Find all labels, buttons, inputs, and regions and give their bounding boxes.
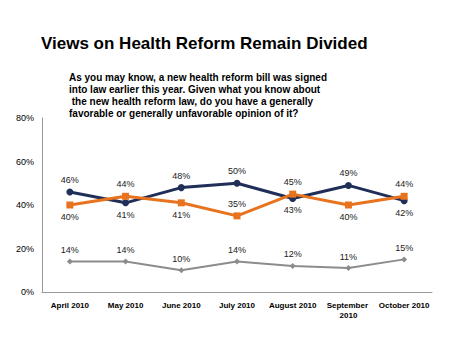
svg-text:0%: 0% [21,287,34,297]
svg-text:As you may know, a new health: As you may know, a new health reform bil… [69,72,330,83]
svg-text:41%: 41% [117,210,135,220]
svg-text:42%: 42% [395,208,413,218]
svg-text:15%: 15% [395,243,413,253]
svg-text:40%: 40% [61,212,79,222]
svg-text:45%: 45% [284,177,302,187]
svg-text:44%: 44% [117,179,135,189]
svg-text:35%: 35% [228,199,246,209]
svg-text:40%: 40% [16,200,34,210]
svg-text:43%: 43% [284,205,302,215]
svg-text:April 2010: April 2010 [51,301,90,310]
svg-text:11%: 11% [340,252,357,262]
svg-text:July 2010: July 2010 [219,301,256,310]
svg-text:August 2010: August 2010 [269,301,317,310]
svg-text:20%: 20% [16,244,34,254]
svg-text:44%: 44% [395,179,413,189]
svg-text:40%: 40% [339,212,357,222]
svg-text:41%: 41% [172,210,190,220]
svg-text:Views on Health Reform Remain: Views on Health Reform Remain Divided [41,34,368,53]
svg-text:12%: 12% [284,249,302,259]
svg-text:46%: 46% [61,175,79,185]
svg-text:May 2010: May 2010 [108,301,144,310]
svg-text:favorable or generally unfavor: favorable or generally unfavorable opini… [69,108,298,119]
svg-text:June 2010: June 2010 [162,301,201,310]
svg-text:October 2010: October 2010 [379,301,430,310]
svg-text:50%: 50% [228,166,246,176]
svg-text:September: September [327,301,371,310]
svg-text:14%: 14% [228,245,246,255]
svg-text:into law earlier this year. Gi: into law earlier this year. Given what y… [69,84,321,95]
svg-text:49%: 49% [339,168,357,178]
svg-text:60%: 60% [16,157,34,167]
svg-text:80%: 80% [16,113,34,123]
svg-text:10%: 10% [172,254,190,264]
svg-text:the new health reform law, do: the new health reform law, do you have a… [69,96,316,107]
svg-text:14%: 14% [61,245,79,255]
svg-text:2010: 2010 [340,311,358,320]
svg-text:14%: 14% [117,245,135,255]
svg-text:48%: 48% [172,171,190,181]
